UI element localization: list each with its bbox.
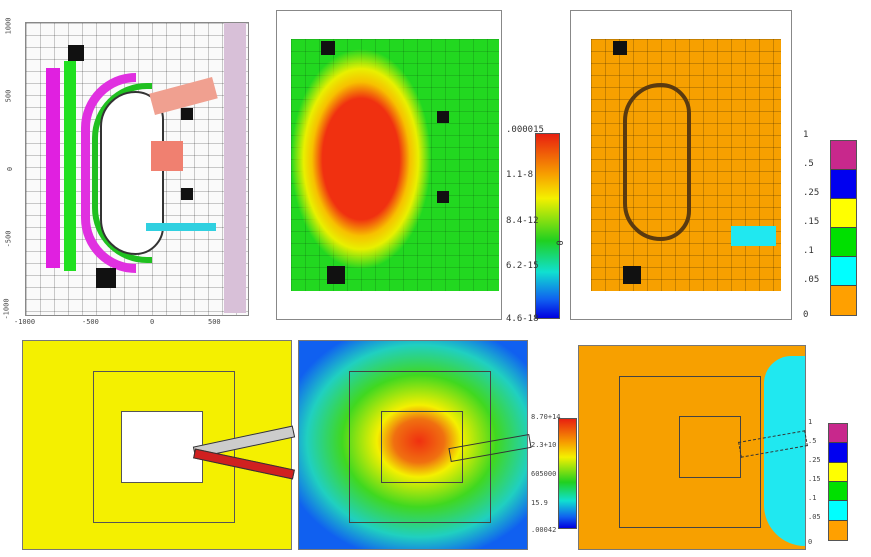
ratio-legend-top [830,140,857,316]
legend-label: 0 [808,538,813,546]
coil-black-2 [96,268,116,288]
legend-swatch [829,462,847,482]
ratio-map-bottom [578,345,808,550]
flux-field [291,39,499,291]
y-tick: -1000 [2,298,11,320]
legend-label: 1 [808,418,813,426]
legend-label: 2.3+10 [531,441,557,449]
legend-label: 8.70+14 [531,413,561,421]
flux-map-bottom [298,340,532,550]
legend-label: .05 [803,275,820,285]
inner-box [619,376,761,528]
coil-black [613,41,627,55]
legend-label: .15 [808,475,821,483]
legend-swatch [831,169,856,199]
legend-label: 4.6-18 [506,314,539,324]
inner-box [349,371,491,523]
legend-label: 6.2-15 [506,261,539,271]
legend-label: .00042 [531,526,557,534]
port-geometry-plot [22,340,296,550]
legend-label: 1 [803,130,809,140]
coil-black-1 [68,45,84,61]
legend-swatch [829,424,847,444]
coil-black [437,191,449,203]
legend-label: 605000 [531,470,557,478]
port-equatorial [151,141,183,171]
y-tick: 1000 [4,17,13,35]
legend-swatch [829,481,847,502]
ratio-map-top [570,10,792,320]
geometry-plot [25,22,249,316]
legend-label: .5 [803,159,814,169]
flux-map-top [276,10,502,320]
x-tick: -500 [82,318,99,326]
cyan-region [731,226,776,246]
cyan-region [764,356,805,546]
flux-legend-top [535,133,560,319]
legend-label: .15 [803,217,820,227]
legend-label: 1.1-8 [506,170,534,180]
y-tick: 0 [6,166,15,172]
legend-swatch [829,501,847,521]
plasma-outline [623,83,691,241]
legend-label: 15.9 [531,499,548,507]
port-box [121,411,203,483]
ratio-legend-bottom [828,423,848,541]
port-box [381,411,463,483]
x-tick: 0 [150,318,155,326]
coil-black-3 [181,108,193,120]
legend-label: 0 [803,310,809,320]
y-tick: 500 [4,89,13,103]
legend-label: 8.4-12 [506,216,539,226]
legend-swatch [831,227,856,257]
pf-coil-green [64,61,76,271]
port-box [679,416,741,478]
coil-black [321,41,335,55]
coil-black [437,111,449,123]
coil-black [623,266,641,284]
flux-legend-bottom [558,418,577,529]
coil-black [327,266,345,284]
ratio-field [591,39,781,291]
x-tick: -1000 [14,318,36,326]
port-lower [146,223,216,231]
legend-label: .05 [808,513,821,521]
legend-side-label: 0 [553,240,564,246]
legend-label: .1 [808,494,817,502]
x-tick: 500 [208,318,221,326]
legend-label: .25 [808,456,821,464]
legend-swatch [831,141,856,170]
legend-swatch [829,520,847,540]
legend-label: .25 [803,188,820,198]
legend-label: .000015 [506,125,544,135]
legend-label: .1 [803,246,814,256]
central-solenoid [46,68,60,268]
y-tick: -500 [4,230,13,248]
legend-swatch [829,443,847,463]
legend-swatch [831,256,856,286]
cryostat-wall [224,23,246,313]
legend-swatch [831,285,856,315]
legend-label: .5 [808,437,817,445]
legend-swatch [831,198,856,228]
coil-black-4 [181,188,193,200]
